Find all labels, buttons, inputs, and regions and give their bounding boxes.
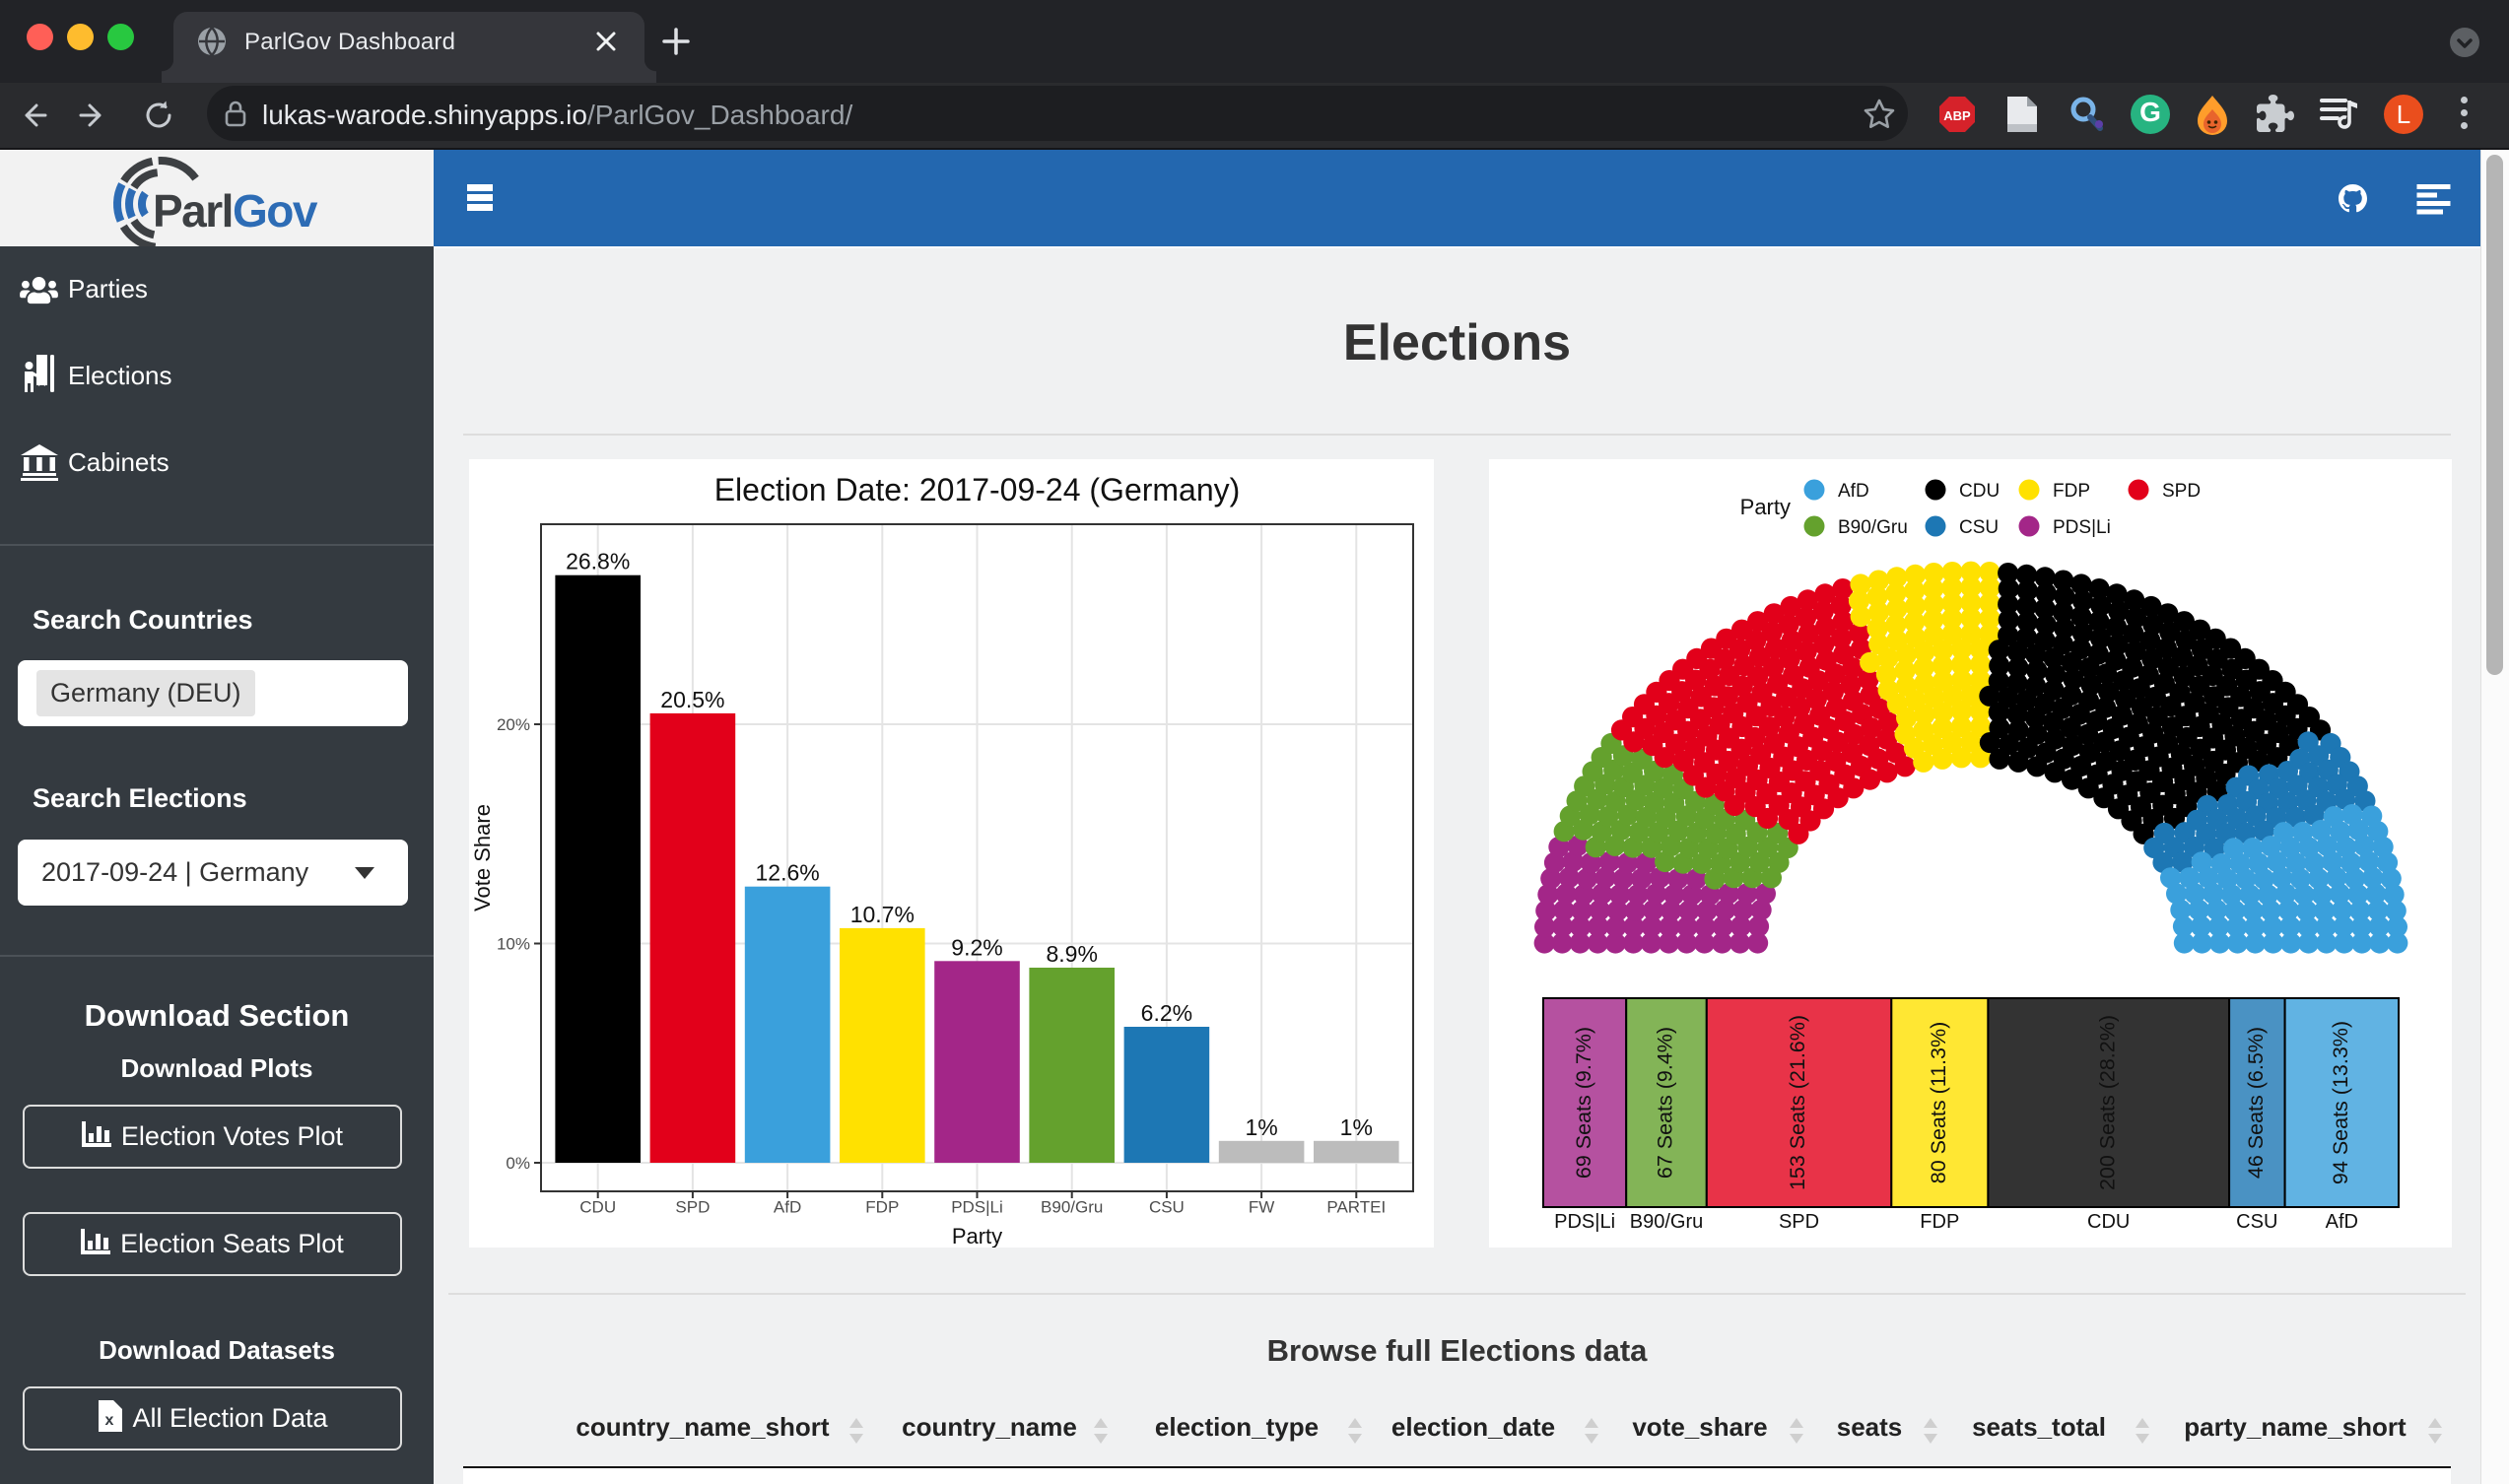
svg-text:x: x [105,1412,114,1429]
svg-text:69 Seats (9.7%): 69 Seats (9.7%) [1572,1027,1595,1179]
svg-text:CDU: CDU [2087,1211,2130,1233]
svg-text:9.2%: 9.2% [951,934,1002,960]
svg-text:Vote Share: Vote Share [470,804,495,911]
svg-text:46 Seats (6.5%): 46 Seats (6.5%) [2244,1027,2268,1179]
svg-text:AfD: AfD [1838,481,1869,502]
svg-text:AfD: AfD [774,1198,801,1217]
svg-text:SPD: SPD [675,1198,710,1217]
svg-text:FW: FW [1249,1198,1274,1217]
svg-text:94 Seats (13.3%): 94 Seats (13.3%) [2329,1021,2352,1184]
svg-text:CDU: CDU [579,1198,616,1217]
svg-text:20%: 20% [497,715,530,734]
svg-text:CSU: CSU [2236,1211,2277,1233]
svg-text:ParlGov: ParlGov [153,185,318,236]
svg-text:CDU: CDU [1959,481,2000,502]
svg-text:FDP: FDP [1920,1211,1959,1233]
svg-text:12.6%: 12.6% [755,860,819,886]
svg-text:PDS|Li: PDS|Li [951,1198,1003,1217]
svg-text:AfD: AfD [2326,1211,2358,1233]
svg-text:0%: 0% [506,1154,530,1173]
svg-text:20.5%: 20.5% [660,687,724,712]
svg-text:SPD: SPD [2162,481,2201,502]
svg-text:CSU: CSU [1959,517,1999,538]
svg-text:B90/Gru: B90/Gru [1630,1211,1703,1233]
svg-text:Election Date: 2017-09-24 (Ger: Election Date: 2017-09-24 (Germany) [714,472,1241,507]
svg-text:80 Seats (11.3%): 80 Seats (11.3%) [1927,1022,1950,1184]
svg-text:26.8%: 26.8% [566,549,630,574]
svg-text:PDS|Li: PDS|Li [2053,517,2111,538]
svg-text:67 Seats (9.4%): 67 Seats (9.4%) [1654,1027,1677,1179]
svg-text:10%: 10% [497,935,530,954]
svg-text:B90/Gru: B90/Gru [1041,1198,1103,1217]
svg-text:153 Seats (21.6%): 153 Seats (21.6%) [1786,1015,1809,1190]
svg-text:CSU: CSU [1149,1198,1185,1217]
svg-text:PARTEI: PARTEI [1326,1198,1386,1217]
svg-text:1%: 1% [1245,1114,1277,1140]
svg-text:6.2%: 6.2% [1141,1000,1192,1026]
svg-text:PDS|Li: PDS|Li [1554,1211,1615,1233]
svg-text:10.7%: 10.7% [850,902,915,927]
svg-text:FDP: FDP [2053,481,2090,502]
svg-text:SPD: SPD [1779,1211,1819,1233]
svg-text:FDP: FDP [865,1198,899,1217]
svg-text:B90/Gru: B90/Gru [1838,517,1908,538]
svg-text:Party: Party [952,1224,1002,1248]
svg-text:1%: 1% [1340,1114,1373,1140]
svg-text:ABP: ABP [1943,108,1971,123]
svg-text:Party: Party [1740,495,1791,519]
svg-text:200 Seats (28.2%): 200 Seats (28.2%) [2095,1015,2119,1190]
svg-text:8.9%: 8.9% [1046,941,1097,967]
